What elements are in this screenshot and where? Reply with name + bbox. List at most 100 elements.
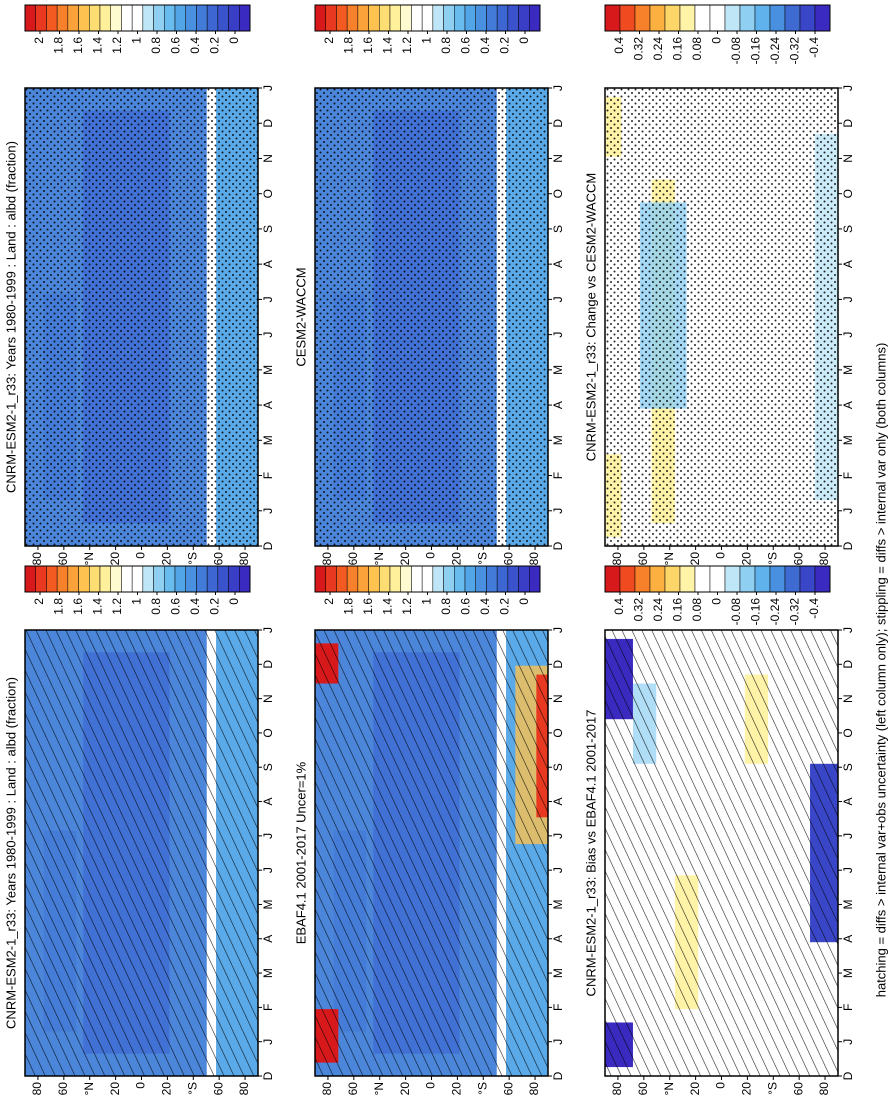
colorbar-label: 0.08: [690, 598, 704, 622]
footnote: hatching = diffs > internal var+obs unce…: [873, 343, 888, 998]
x-tick-label: 60: [56, 552, 70, 566]
x-tick-label: 20: [450, 552, 464, 566]
colorbar-swatch: [206, 4, 219, 32]
y-tick-label: M: [261, 899, 275, 909]
y-tick-label: J: [261, 867, 275, 873]
colorbar-swatch: [217, 4, 229, 32]
colorbar-swatch: [664, 565, 681, 593]
colorbar-label: -0.32: [788, 598, 802, 626]
y-tick-label: D: [261, 660, 275, 669]
y-tick-label: M: [841, 365, 855, 375]
y-tick-label: S: [551, 225, 565, 233]
y-tick-label: D: [261, 1071, 275, 1080]
colorbar-label: 0.16: [671, 37, 685, 61]
x-tick-label: 0: [714, 552, 728, 559]
colorbar-swatch: [496, 565, 509, 593]
colorbar-swatch: [649, 565, 666, 593]
colorbar-swatch: [89, 565, 101, 593]
y-tick-label: O: [551, 728, 565, 737]
y-tick-label: J: [841, 627, 855, 633]
colorbar-swatch: [443, 565, 455, 593]
y-tick-label: D: [841, 119, 855, 128]
colorbar-label: 0: [517, 37, 531, 44]
y-tick-label: A: [841, 935, 855, 943]
colorbar-swatch: [518, 4, 530, 32]
colorbar-label: 0.4: [188, 598, 202, 615]
x-tick-label: 0: [134, 1082, 148, 1089]
colorbar-label: 1.6: [71, 598, 85, 615]
colorbar-swatch: [228, 4, 240, 32]
stippling: [25, 88, 258, 546]
colorbar-swatch: [454, 4, 466, 32]
y-tick-label: J: [841, 867, 855, 873]
colorbar-label: 0.8: [149, 37, 163, 54]
colorbar-swatch: [486, 4, 498, 32]
colorbar-swatch: [486, 565, 498, 593]
x-tick-label: 80: [610, 552, 624, 566]
colorbar-swatch: [217, 565, 229, 593]
colorbar-label: 1.8: [52, 37, 66, 54]
colorbar-swatch: [784, 565, 801, 593]
x-tick-label: °S: [185, 1082, 199, 1095]
colorbar-swatch: [164, 565, 176, 593]
y-tick-label: J: [261, 296, 275, 302]
x-tick-label: 20: [398, 552, 412, 566]
hatching: [25, 630, 258, 1076]
x-tick-label: 80: [237, 552, 251, 566]
y-tick-label: J: [551, 85, 565, 91]
colorbar-swatch: [739, 4, 756, 32]
y-tick-label: M: [841, 968, 855, 978]
x-tick-label: 20: [740, 552, 754, 566]
colorbar-label: 1.2: [110, 598, 124, 615]
colorbar-label: 0.24: [651, 598, 665, 622]
colorbar-swatch: [314, 4, 326, 32]
colorbar-swatch: [400, 4, 412, 32]
colorbar-swatch: [228, 565, 240, 593]
colorbar-swatch: [78, 4, 90, 32]
colorbar-swatch: [709, 4, 726, 32]
colorbar-swatch: [496, 4, 509, 32]
y-tick-label: J: [841, 296, 855, 302]
colorbar-swatch: [196, 565, 208, 593]
colorbar-label: -0.4: [807, 598, 821, 619]
x-tick-label: 20: [450, 1082, 464, 1096]
colorbar-label: -0.08: [729, 37, 743, 65]
colorbar-swatch: [649, 4, 666, 32]
y-tick-label: N: [261, 694, 275, 703]
colorbar-swatch: [619, 565, 636, 593]
colorbar-swatch: [709, 565, 726, 593]
colorbar-label: 0: [227, 598, 241, 605]
y-tick-label: N: [551, 154, 565, 163]
colorbar-swatch: [421, 565, 434, 593]
colorbar-label: 0.24: [651, 37, 665, 61]
colorbar-label: 1: [420, 598, 434, 605]
colorbar-label: 1: [130, 37, 144, 44]
colorbar-swatch: [336, 565, 348, 593]
colorbar-swatch: [694, 4, 711, 32]
x-tick-label: 80: [610, 1082, 624, 1096]
y-tick-label: J: [261, 508, 275, 514]
x-tick-label: 60: [501, 1082, 515, 1096]
colorbar-swatch: [475, 4, 487, 32]
colorbar-label: 1.4: [91, 37, 105, 54]
colorbar-swatch: [529, 565, 541, 593]
y-tick-label: A: [551, 260, 565, 268]
colorbar-swatch: [421, 4, 434, 32]
y-tick-label: A: [261, 260, 275, 268]
y-tick-label: D: [841, 541, 855, 550]
y-tick-label: S: [551, 763, 565, 771]
colorbar-swatch: [121, 565, 133, 593]
colorbar-label: 2: [322, 37, 336, 44]
x-tick-label: °N: [662, 552, 676, 565]
colorbar-swatch: [357, 4, 369, 32]
colorbar-swatch: [432, 4, 444, 32]
x-tick-label: 60: [211, 552, 225, 566]
x-tick-label: 80: [527, 1082, 541, 1096]
y-tick-label: A: [841, 798, 855, 806]
x-tick-label: 80: [30, 552, 44, 566]
y-tick-label: F: [261, 472, 275, 479]
hatching: [605, 630, 838, 1076]
y-tick-label: D: [841, 660, 855, 669]
colorbar-label: -0.16: [749, 37, 763, 65]
